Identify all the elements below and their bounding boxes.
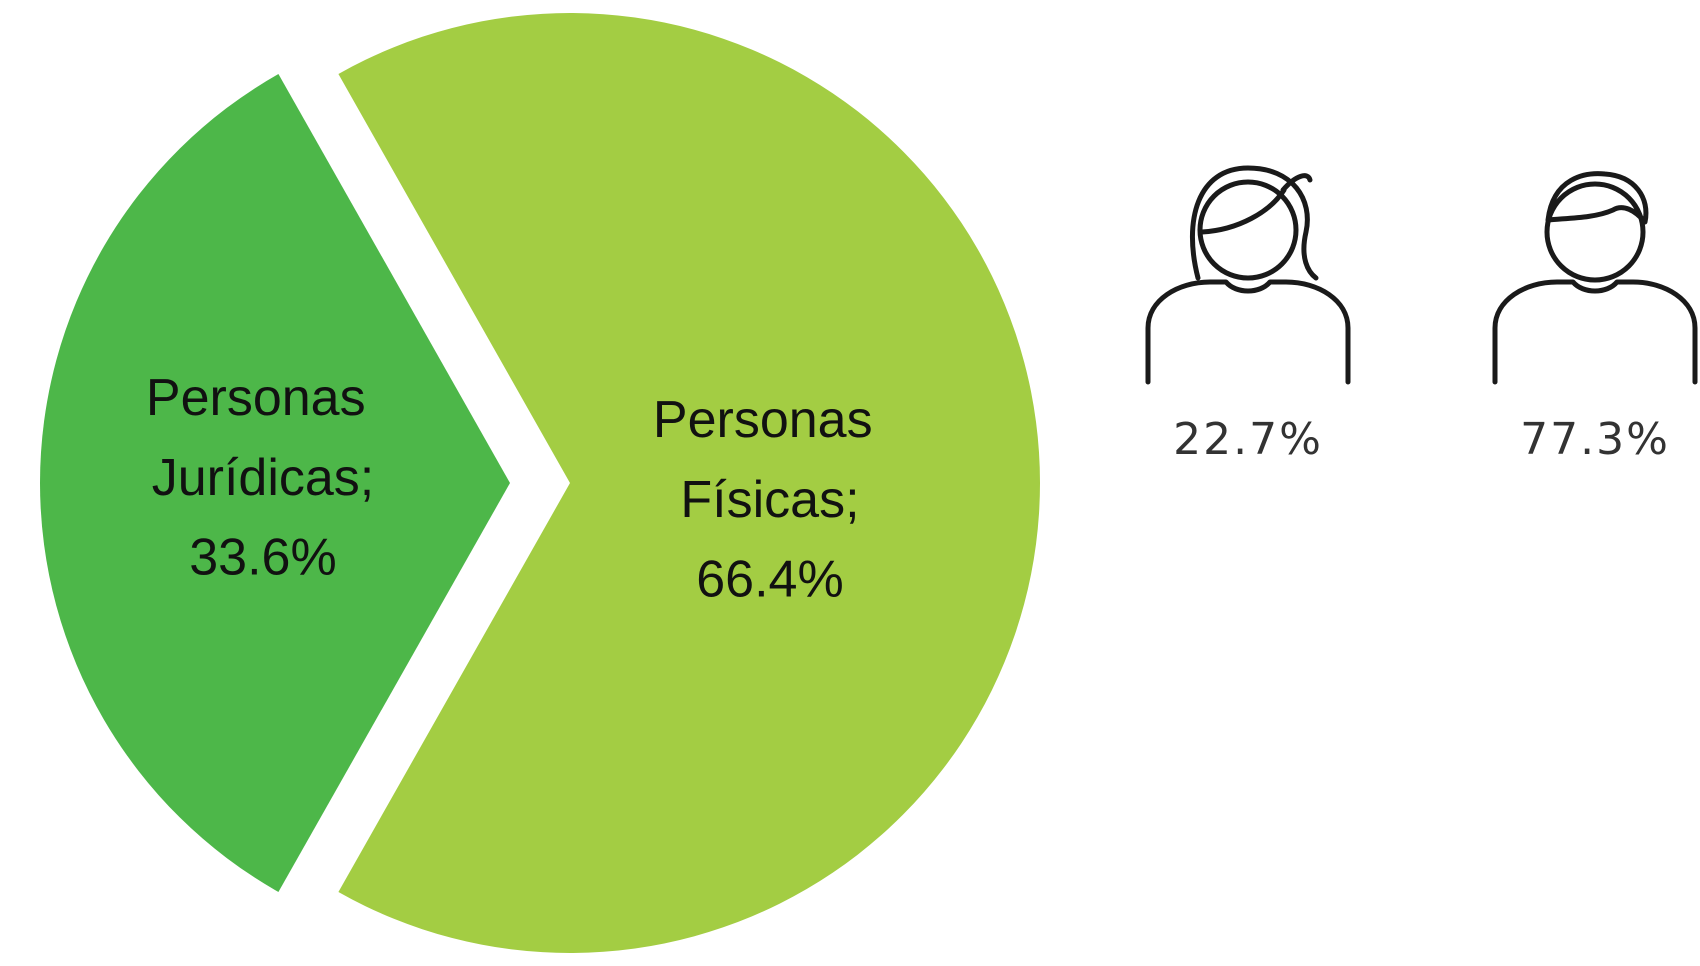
pie-slice <box>338 12 1040 954</box>
slice-value-label: 66.4% <box>696 551 843 609</box>
icon-stroke <box>1197 179 1299 281</box>
slice-category: Personas Jurídicas; <box>146 369 380 507</box>
woman-icon <box>1145 165 1351 385</box>
icon-stroke <box>1199 187 1287 235</box>
icon-stroke <box>1544 181 1646 283</box>
slice-category: Personas Físicas; <box>653 391 887 529</box>
icon-stroke <box>1189 165 1319 281</box>
icon-stroke <box>1280 173 1313 193</box>
man-icon <box>1492 171 1698 385</box>
icon-value-label: 77.3% <box>1520 414 1670 465</box>
icon-stroke <box>1492 279 1698 385</box>
pie-slice <box>39 74 510 892</box>
icon-stroke <box>1545 171 1649 225</box>
slice-value-label: 33.6% <box>189 529 336 587</box>
icon-stroke <box>1145 279 1351 385</box>
icon-value-label: 22.7% <box>1173 414 1323 465</box>
